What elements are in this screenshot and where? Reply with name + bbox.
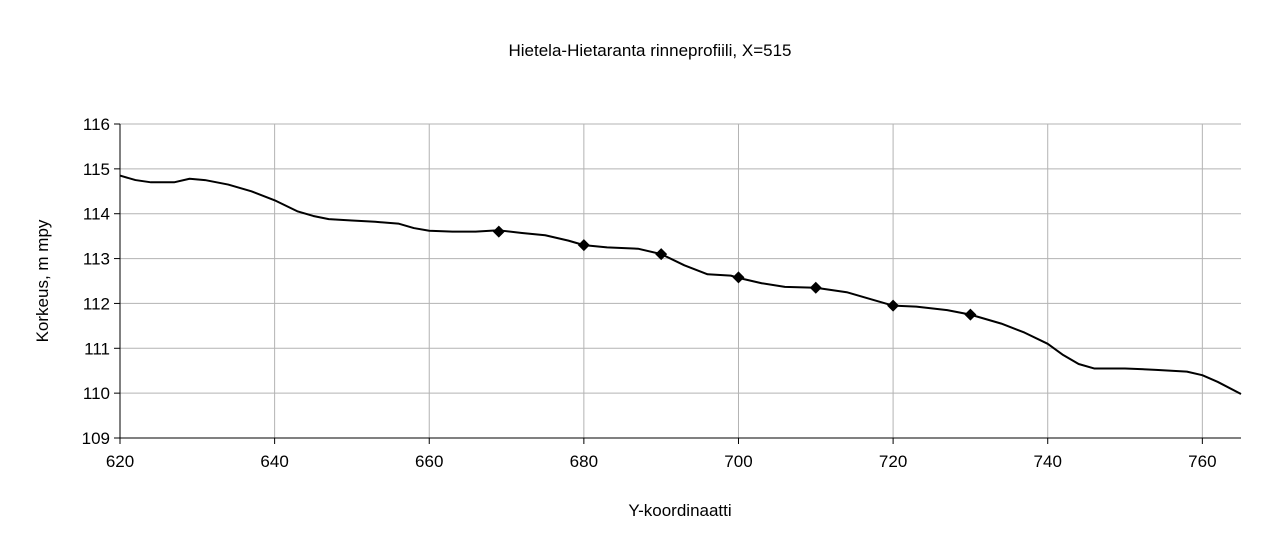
y-axis-label: Korkeus, m mpy — [33, 219, 52, 342]
y-tick-label: 111 — [84, 339, 110, 358]
x-tick-label: 720 — [879, 452, 907, 471]
x-tick-label: 660 — [415, 452, 443, 471]
diamond-marker — [887, 299, 900, 312]
diamond-marker — [732, 271, 745, 284]
x-tick-label: 760 — [1188, 452, 1216, 471]
y-tick-label: 114 — [83, 205, 110, 224]
chart-title: Hietela-Hietaranta rinneprofiili, X=515 — [508, 41, 791, 60]
x-tick-label: 620 — [106, 452, 134, 471]
y-tick-label: 112 — [83, 294, 110, 313]
diamond-marker — [577, 239, 590, 252]
diamond-marker — [492, 225, 505, 238]
profile-line — [119, 174, 1242, 395]
x-tick-label: 700 — [724, 452, 752, 471]
x-axis-label: Y-koordinaatti — [628, 501, 731, 520]
y-tick-label: 115 — [83, 160, 110, 179]
diamond-marker — [655, 248, 668, 261]
y-tick-label: 116 — [83, 115, 110, 134]
x-tick-label: 680 — [570, 452, 598, 471]
y-tick-label: 110 — [83, 384, 110, 403]
x-tick-label: 640 — [260, 452, 288, 471]
diamond-marker — [809, 281, 822, 294]
x-tick-label: 740 — [1034, 452, 1062, 471]
y-tick-label: 113 — [83, 250, 110, 269]
diamond-marker — [964, 308, 977, 321]
y-tick-label: 109 — [82, 429, 110, 448]
